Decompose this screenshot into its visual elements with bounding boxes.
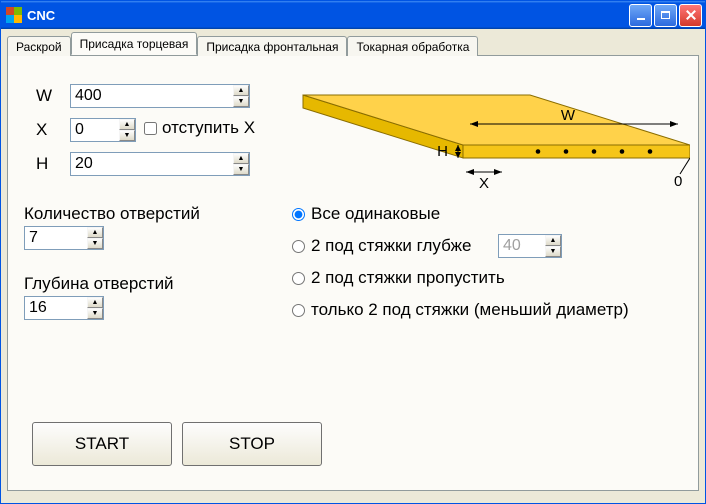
- radio-only-2-label: только 2 под стяжки (меньший диаметр): [311, 300, 629, 320]
- spin-hole-count-up[interactable]: ▲: [87, 227, 103, 238]
- dim-zero-line: [680, 158, 690, 174]
- tab-prisadka-torcevaya[interactable]: Присадка торцевая: [71, 32, 198, 55]
- spin-X-down[interactable]: ▼: [119, 130, 135, 141]
- label-H: H: [36, 154, 48, 174]
- spin-hole-count: ▲▼: [24, 226, 104, 250]
- spin-H-up[interactable]: ▲: [233, 153, 249, 164]
- dim-X-arrow-l: [466, 169, 474, 175]
- spin-hole-depth-up[interactable]: ▲: [87, 297, 103, 308]
- radio-2-deeper[interactable]: 2 под стяжки глубже: [292, 236, 471, 256]
- label-hole-count: Количество отверстий: [24, 204, 200, 224]
- spin-deeper-up[interactable]: ▲: [545, 235, 561, 246]
- board-diagram-svg: W H X 0: [298, 80, 690, 210]
- titlebar: CNC: [1, 1, 705, 29]
- input-hole-count[interactable]: [25, 227, 87, 249]
- app-window: CNC Раскрой Присадка торцевая Присадка ф…: [0, 0, 706, 504]
- radio-2-skip-input[interactable]: [292, 272, 305, 285]
- close-button[interactable]: [679, 4, 702, 27]
- checkbox-retreat-x-label: отступить X: [162, 118, 255, 138]
- radio-2-deeper-input[interactable]: [292, 240, 305, 253]
- hole-dot: [620, 149, 625, 154]
- tab-prisadka-frontalnaya[interactable]: Присадка фронтальная: [197, 36, 347, 56]
- board-diagram: W H X 0: [298, 80, 690, 210]
- spin-hole-depth: ▲▼: [24, 296, 104, 320]
- spin-W-up[interactable]: ▲: [233, 85, 249, 96]
- radio-only-2[interactable]: только 2 под стяжки (меньший диаметр): [292, 300, 629, 320]
- minimize-button[interactable]: [629, 4, 652, 27]
- client-area: Раскрой Присадка торцевая Присадка фронт…: [1, 29, 705, 503]
- spin-X: ▲▼: [70, 118, 136, 142]
- dim-W-arrow-r: [670, 121, 678, 127]
- spin-H: ▲▼: [70, 152, 250, 176]
- board-front-face: [463, 145, 690, 158]
- hole-dot: [592, 149, 597, 154]
- spin-hole-count-down[interactable]: ▼: [87, 238, 103, 249]
- hole-dot: [648, 149, 653, 154]
- radio-2-skip[interactable]: 2 под стяжки пропустить: [292, 268, 505, 288]
- checkbox-retreat-x-input[interactable]: [144, 122, 157, 135]
- hole-dot: [536, 149, 541, 154]
- dim-H-label: H: [437, 143, 448, 160]
- dim-W-label: W: [561, 107, 576, 124]
- app-icon: [6, 7, 22, 23]
- input-W[interactable]: [71, 85, 233, 107]
- dim-X-label: X: [479, 175, 489, 192]
- radio-only-2-input[interactable]: [292, 304, 305, 317]
- stop-button[interactable]: STOP: [182, 422, 322, 466]
- spin-H-down[interactable]: ▼: [233, 164, 249, 175]
- hole-dot: [564, 149, 569, 154]
- spin-hole-depth-down[interactable]: ▼: [87, 308, 103, 319]
- label-X: X: [36, 120, 47, 140]
- radio-2-skip-label: 2 под стяжки пропустить: [311, 268, 505, 288]
- maximize-button[interactable]: [654, 4, 677, 27]
- spin-deeper-value: ▲▼: [498, 234, 562, 258]
- start-button[interactable]: START: [32, 422, 172, 466]
- label-W: W: [36, 86, 52, 106]
- window-buttons: [629, 4, 702, 27]
- input-H[interactable]: [71, 153, 233, 175]
- spin-W: ▲▼: [70, 84, 250, 108]
- radio-2-deeper-label: 2 под стяжки глубже: [311, 236, 471, 256]
- start-button-label: START: [75, 434, 129, 454]
- stop-button-label: STOP: [229, 434, 275, 454]
- spin-W-down[interactable]: ▼: [233, 96, 249, 107]
- input-X[interactable]: [71, 119, 119, 141]
- tab-tokarnaya[interactable]: Токарная обработка: [347, 36, 478, 56]
- spin-X-up[interactable]: ▲: [119, 119, 135, 130]
- tab-raskroy[interactable]: Раскрой: [7, 36, 71, 56]
- tabstrip: Раскрой Присадка торцевая Присадка фронт…: [7, 33, 699, 55]
- window-title: CNC: [27, 8, 629, 23]
- input-deeper-value: [499, 235, 545, 257]
- dim-zero-label: 0: [674, 173, 682, 190]
- dim-X-arrow-r: [494, 169, 502, 175]
- checkbox-retreat-x[interactable]: отступить X: [144, 118, 255, 138]
- label-hole-depth: Глубина отверстий: [24, 274, 174, 294]
- form-area: W ▲▼ X ▲▼ отступить X H: [8, 56, 698, 490]
- input-hole-depth[interactable]: [25, 297, 87, 319]
- spin-deeper-down[interactable]: ▼: [545, 246, 561, 257]
- tabpage: W ▲▼ X ▲▼ отступить X H: [7, 55, 699, 491]
